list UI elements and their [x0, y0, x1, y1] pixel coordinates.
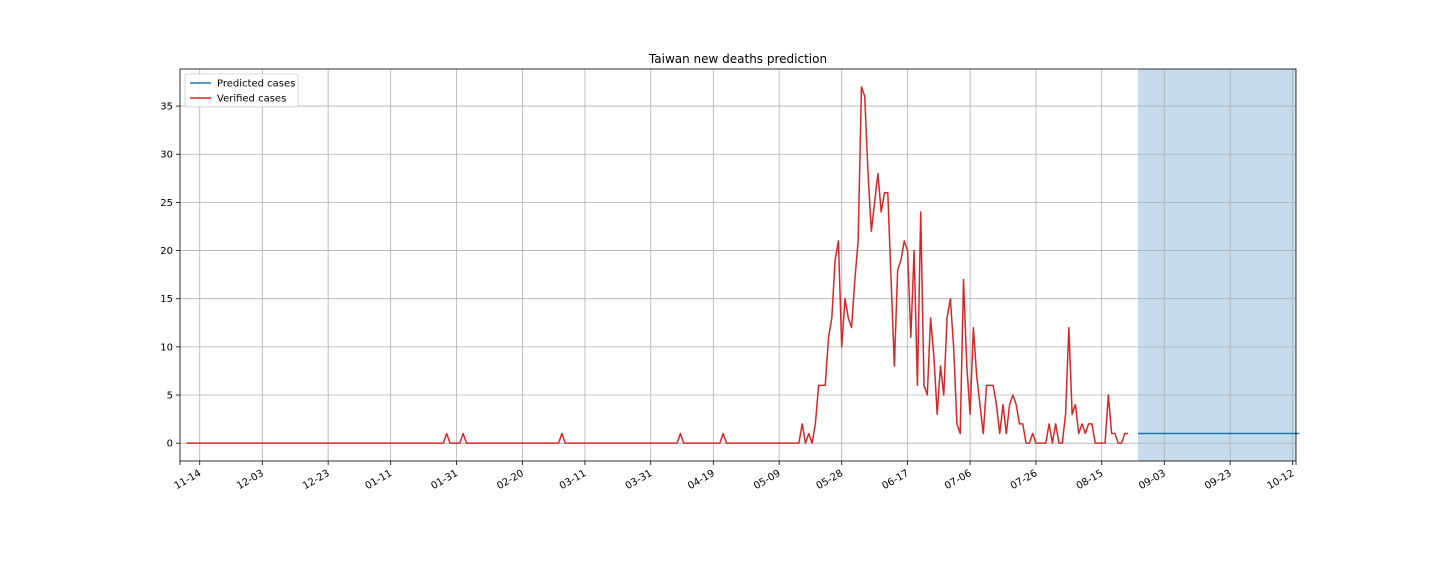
- x-tick-label: 02-20: [495, 468, 526, 492]
- x-tick-label: 05-28: [815, 468, 846, 492]
- y-tick-label: 15: [160, 294, 173, 305]
- chart-title: Taiwan new deaths prediction: [648, 52, 827, 66]
- x-tick-label: 06-17: [880, 468, 911, 492]
- legend: Predicted cases Verified cases: [184, 73, 299, 108]
- legend-label: Predicted cases: [217, 79, 295, 90]
- legend-box: [184, 73, 299, 108]
- x-tick-label: 09-23: [1203, 468, 1234, 492]
- forecast-band-layer: [1137, 69, 1296, 461]
- legend-label: Verified cases: [217, 94, 286, 105]
- x-tick-label: 03-31: [624, 468, 655, 492]
- y-tick-label: 20: [160, 246, 173, 257]
- x-tick-label: 05-09: [752, 468, 783, 492]
- x-tick-label: 01-11: [364, 468, 395, 492]
- y-tick-label: 30: [160, 150, 173, 161]
- plot-frame: [179, 68, 1297, 462]
- grid-layer: [180, 69, 1296, 461]
- y-tick-label: 5: [167, 391, 173, 402]
- x-tick-label: 07-26: [1009, 468, 1040, 492]
- y-tick-label: 25: [160, 198, 173, 209]
- series-line-verified-cases: [186, 86, 1129, 444]
- y-tick-label: 0: [167, 439, 173, 450]
- x-tick-label: 09-03: [1137, 468, 1168, 492]
- y-tick-label: 10: [160, 342, 173, 353]
- x-tick-label: 12-23: [301, 468, 332, 492]
- x-tick-label: 12-03: [235, 468, 266, 492]
- x-tick-label: 10-12: [1266, 468, 1297, 492]
- series-layer: [186, 86, 1300, 444]
- x-tick-label: 03-11: [558, 468, 589, 492]
- x-tick-label: 08-15: [1075, 468, 1106, 492]
- forecast-band: [1137, 69, 1296, 461]
- x-tick-label: 07-06: [943, 468, 974, 492]
- y-tick-label: 35: [160, 102, 173, 113]
- x-tick-label: 04-19: [686, 468, 717, 492]
- x-tick-label: 11-14: [173, 468, 204, 492]
- x-tick-label: 01-31: [429, 468, 460, 492]
